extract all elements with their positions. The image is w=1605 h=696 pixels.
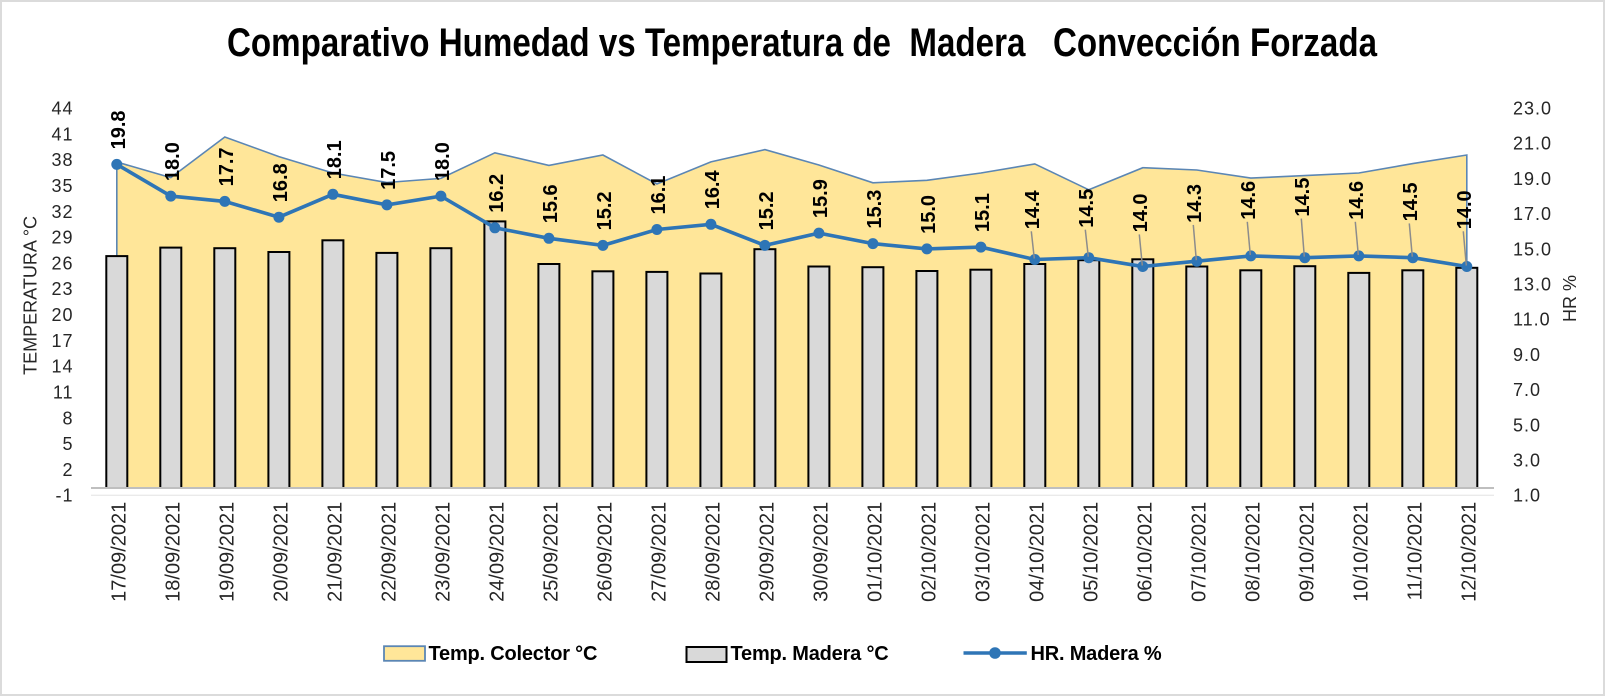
svg-text:29: 29: [51, 228, 73, 248]
svg-text:44: 44: [51, 99, 73, 119]
svg-text:19.8: 19.8: [108, 110, 130, 149]
svg-text:11.0: 11.0: [1513, 310, 1551, 330]
svg-text:15.9: 15.9: [810, 179, 832, 218]
svg-text:25/09/2021: 25/09/2021: [541, 502, 563, 602]
svg-text:18/09/2021: 18/09/2021: [163, 502, 185, 602]
svg-text:8: 8: [62, 408, 73, 428]
svg-text:18.0: 18.0: [162, 142, 184, 181]
svg-text:15.3: 15.3: [864, 190, 886, 229]
svg-text:17.7: 17.7: [216, 147, 238, 186]
svg-text:Comparativo Humedad vs Tempera: Comparativo Humedad vs Temperatura de Ma…: [227, 21, 1378, 65]
svg-text:10/10/2021: 10/10/2021: [1351, 502, 1373, 602]
svg-text:15.2: 15.2: [594, 191, 616, 230]
svg-text:-1: -1: [55, 486, 73, 506]
svg-text:07/10/2021: 07/10/2021: [1189, 502, 1211, 602]
svg-text:HR. Madera %: HR. Madera %: [1031, 643, 1162, 665]
svg-text:13.0: 13.0: [1513, 275, 1552, 295]
svg-text:32: 32: [51, 202, 73, 222]
svg-text:5.0: 5.0: [1513, 415, 1541, 435]
svg-text:14.5: 14.5: [1400, 182, 1422, 221]
svg-text:2: 2: [62, 460, 73, 480]
svg-text:16.2: 16.2: [486, 174, 508, 213]
svg-text:HR %: HR %: [1560, 275, 1580, 322]
svg-text:22/09/2021: 22/09/2021: [379, 502, 401, 602]
svg-text:14.0: 14.0: [1454, 190, 1476, 229]
svg-text:7.0: 7.0: [1513, 380, 1541, 400]
svg-text:11: 11: [53, 382, 74, 402]
svg-text:16.8: 16.8: [270, 163, 292, 202]
svg-text:16.4: 16.4: [702, 169, 724, 209]
svg-text:TEMPERATURA °C: TEMPERATURA °C: [21, 216, 41, 375]
svg-text:18.1: 18.1: [324, 140, 346, 179]
svg-text:41: 41: [51, 124, 73, 144]
svg-text:11/10/2021: 11/10/2021: [1405, 502, 1427, 601]
svg-text:15.2: 15.2: [756, 191, 778, 230]
svg-text:3.0: 3.0: [1513, 451, 1541, 471]
svg-text:Temp. Colector °C: Temp. Colector °C: [429, 643, 598, 665]
svg-text:20: 20: [51, 305, 73, 325]
svg-text:19/09/2021: 19/09/2021: [217, 502, 239, 602]
svg-text:35: 35: [51, 176, 73, 196]
svg-text:01/10/2021: 01/10/2021: [865, 502, 887, 602]
svg-text:20/09/2021: 20/09/2021: [271, 502, 293, 602]
svg-text:21/09/2021: 21/09/2021: [325, 502, 347, 602]
svg-text:03/10/2021: 03/10/2021: [973, 502, 995, 602]
svg-text:14.4: 14.4: [1022, 189, 1044, 229]
svg-text:27/09/2021: 27/09/2021: [649, 502, 671, 602]
svg-text:02/10/2021: 02/10/2021: [919, 502, 941, 602]
svg-text:17.5: 17.5: [378, 151, 400, 190]
svg-text:38: 38: [51, 150, 73, 170]
svg-text:14.6: 14.6: [1238, 181, 1260, 220]
svg-text:30/09/2021: 30/09/2021: [811, 502, 833, 602]
svg-text:26: 26: [51, 253, 73, 273]
svg-text:9.0: 9.0: [1513, 345, 1541, 365]
svg-text:21.0: 21.0: [1513, 134, 1552, 154]
svg-text:24/09/2021: 24/09/2021: [487, 502, 509, 602]
svg-text:15.6: 15.6: [540, 184, 562, 223]
svg-text:05/10/2021: 05/10/2021: [1081, 502, 1103, 602]
svg-text:15.0: 15.0: [918, 195, 940, 234]
svg-text:04/10/2021: 04/10/2021: [1027, 502, 1049, 602]
svg-text:14.5: 14.5: [1292, 178, 1314, 217]
svg-text:23: 23: [51, 279, 73, 299]
svg-text:17/09/2021: 17/09/2021: [109, 502, 131, 602]
svg-text:19.0: 19.0: [1513, 169, 1552, 189]
svg-text:29/09/2021: 29/09/2021: [757, 502, 779, 602]
svg-text:Temp. Madera °C: Temp. Madera °C: [731, 643, 889, 665]
svg-text:14: 14: [51, 357, 73, 377]
svg-text:15.0: 15.0: [1513, 239, 1552, 259]
svg-text:14.5: 14.5: [1076, 189, 1098, 228]
svg-text:1.0: 1.0: [1513, 486, 1541, 506]
svg-text:06/10/2021: 06/10/2021: [1135, 502, 1157, 602]
svg-text:5: 5: [62, 434, 73, 454]
svg-text:14.3: 14.3: [1184, 184, 1206, 223]
svg-text:08/10/2021: 08/10/2021: [1243, 502, 1265, 602]
svg-text:23/09/2021: 23/09/2021: [433, 502, 455, 602]
svg-text:14.6: 14.6: [1346, 181, 1368, 220]
svg-text:26/09/2021: 26/09/2021: [595, 502, 617, 602]
svg-text:15.1: 15.1: [972, 193, 994, 232]
svg-text:23.0: 23.0: [1513, 99, 1552, 119]
svg-text:12/10/2021: 12/10/2021: [1459, 502, 1481, 602]
svg-text:16.1: 16.1: [648, 176, 670, 215]
svg-text:09/10/2021: 09/10/2021: [1297, 502, 1319, 602]
svg-text:17: 17: [51, 331, 73, 351]
svg-text:28/09/2021: 28/09/2021: [703, 502, 725, 602]
svg-text:14.0: 14.0: [1130, 193, 1152, 232]
svg-text:18.0: 18.0: [432, 142, 454, 181]
svg-text:17.0: 17.0: [1513, 204, 1552, 224]
